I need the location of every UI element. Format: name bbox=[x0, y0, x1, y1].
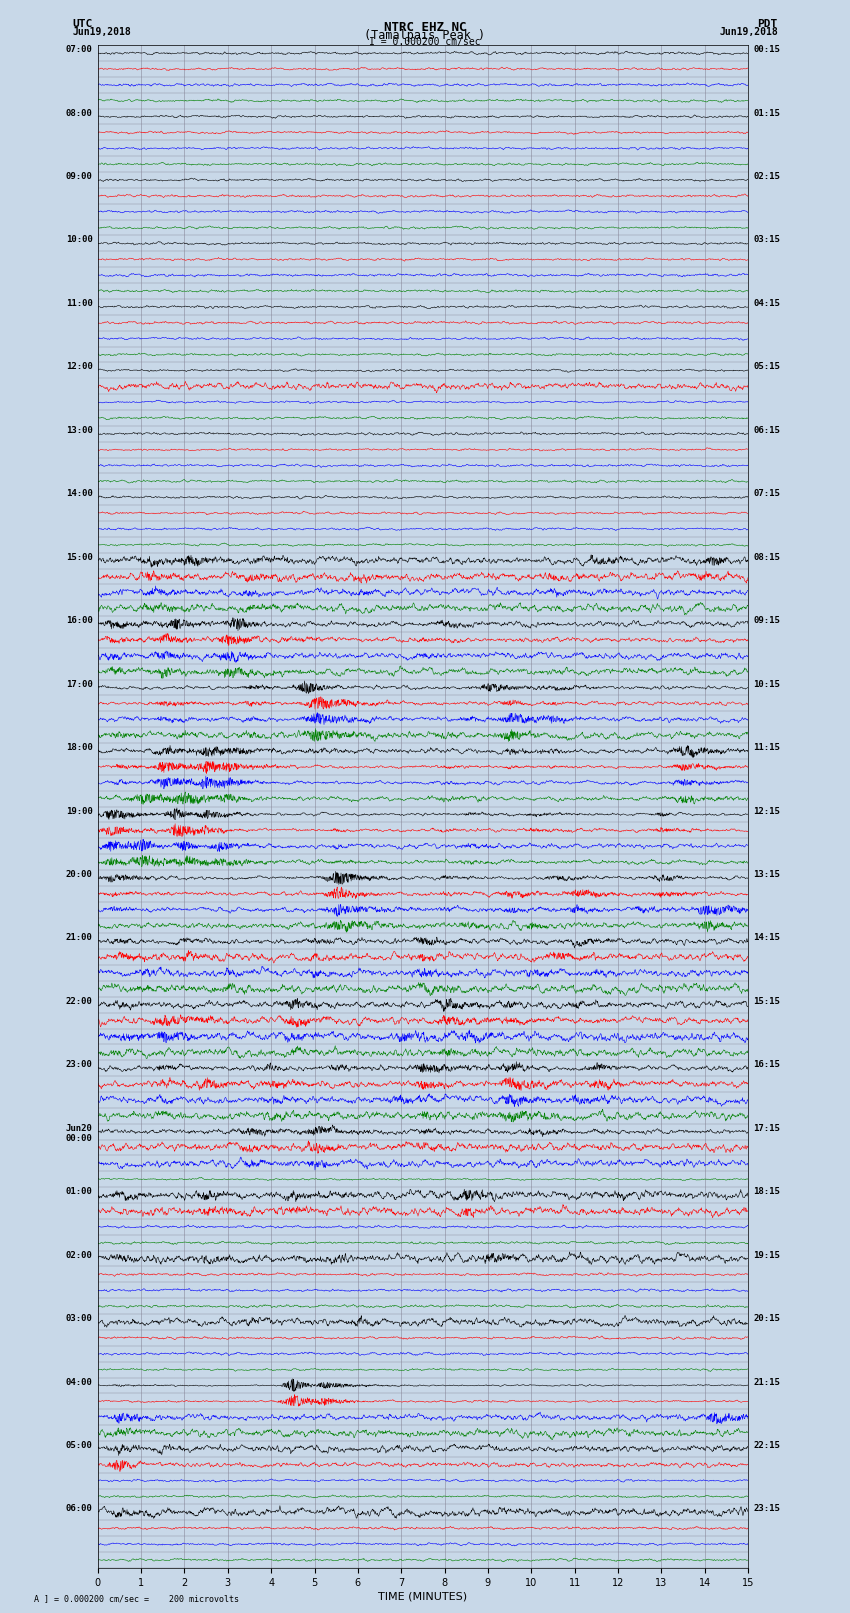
Text: 15:00: 15:00 bbox=[65, 553, 93, 561]
Text: 16:00: 16:00 bbox=[65, 616, 93, 626]
Text: Jun20
00:00: Jun20 00:00 bbox=[65, 1124, 93, 1144]
Text: 17:15: 17:15 bbox=[753, 1124, 780, 1132]
Text: 14:15: 14:15 bbox=[753, 934, 780, 942]
Text: 14:00: 14:00 bbox=[65, 489, 93, 498]
Text: I = 0.000200 cm/sec: I = 0.000200 cm/sec bbox=[369, 37, 481, 47]
Text: 09:15: 09:15 bbox=[753, 616, 780, 626]
Text: 06:00: 06:00 bbox=[65, 1505, 93, 1513]
Text: Jun19,2018: Jun19,2018 bbox=[719, 27, 778, 37]
Text: (Tamalpais Peak ): (Tamalpais Peak ) bbox=[365, 29, 485, 42]
Text: 10:00: 10:00 bbox=[65, 235, 93, 245]
Text: 10:15: 10:15 bbox=[753, 679, 780, 689]
Text: 23:00: 23:00 bbox=[65, 1060, 93, 1069]
Text: 02:15: 02:15 bbox=[753, 173, 780, 181]
Text: 18:15: 18:15 bbox=[753, 1187, 780, 1197]
Text: 12:15: 12:15 bbox=[753, 806, 780, 816]
Text: 03:00: 03:00 bbox=[65, 1315, 93, 1323]
Text: 13:15: 13:15 bbox=[753, 869, 780, 879]
Text: PDT: PDT bbox=[757, 19, 778, 29]
Text: 18:00: 18:00 bbox=[65, 744, 93, 752]
Text: 22:15: 22:15 bbox=[753, 1440, 780, 1450]
Text: Jun19,2018: Jun19,2018 bbox=[72, 27, 131, 37]
Text: 13:00: 13:00 bbox=[65, 426, 93, 436]
Text: 02:00: 02:00 bbox=[65, 1250, 93, 1260]
Text: 09:00: 09:00 bbox=[65, 173, 93, 181]
Text: A ] = 0.000200 cm/sec =    200 microvolts: A ] = 0.000200 cm/sec = 200 microvolts bbox=[34, 1594, 239, 1603]
Text: 01:00: 01:00 bbox=[65, 1187, 93, 1197]
Text: 08:15: 08:15 bbox=[753, 553, 780, 561]
Text: 01:15: 01:15 bbox=[753, 108, 780, 118]
Text: 23:15: 23:15 bbox=[753, 1505, 780, 1513]
Text: 16:15: 16:15 bbox=[753, 1060, 780, 1069]
Text: 05:00: 05:00 bbox=[65, 1440, 93, 1450]
Text: 05:15: 05:15 bbox=[753, 363, 780, 371]
Text: 21:15: 21:15 bbox=[753, 1378, 780, 1387]
Text: 06:15: 06:15 bbox=[753, 426, 780, 436]
Text: 11:00: 11:00 bbox=[65, 298, 93, 308]
Text: 12:00: 12:00 bbox=[65, 363, 93, 371]
Text: 07:00: 07:00 bbox=[65, 45, 93, 55]
Text: 07:15: 07:15 bbox=[753, 489, 780, 498]
Text: 22:00: 22:00 bbox=[65, 997, 93, 1007]
Text: 19:15: 19:15 bbox=[753, 1250, 780, 1260]
Text: 03:15: 03:15 bbox=[753, 235, 780, 245]
Text: NTRC EHZ NC: NTRC EHZ NC bbox=[383, 21, 467, 34]
Text: 00:15: 00:15 bbox=[753, 45, 780, 55]
Text: 19:00: 19:00 bbox=[65, 806, 93, 816]
Text: 20:15: 20:15 bbox=[753, 1315, 780, 1323]
Text: UTC: UTC bbox=[72, 19, 93, 29]
Text: 21:00: 21:00 bbox=[65, 934, 93, 942]
Text: 17:00: 17:00 bbox=[65, 679, 93, 689]
Text: 04:15: 04:15 bbox=[753, 298, 780, 308]
X-axis label: TIME (MINUTES): TIME (MINUTES) bbox=[378, 1592, 468, 1602]
Text: 20:00: 20:00 bbox=[65, 869, 93, 879]
Text: 08:00: 08:00 bbox=[65, 108, 93, 118]
Text: 15:15: 15:15 bbox=[753, 997, 780, 1007]
Text: 11:15: 11:15 bbox=[753, 744, 780, 752]
Text: 04:00: 04:00 bbox=[65, 1378, 93, 1387]
